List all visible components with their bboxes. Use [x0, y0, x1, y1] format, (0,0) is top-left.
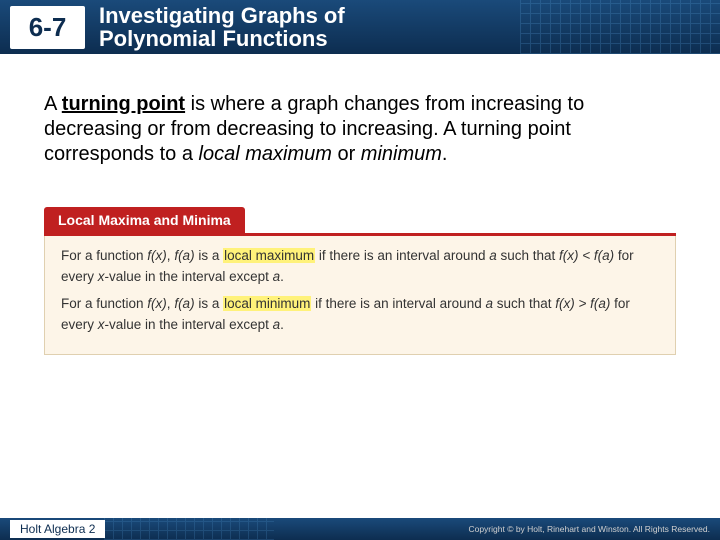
t: -value in the interval except — [105, 317, 273, 332]
fx: f(x) — [147, 296, 167, 311]
title-line-2: Polynomial Functions — [99, 26, 328, 51]
t: such that — [497, 248, 559, 263]
main-paragraph: A turning point is where a graph changes… — [44, 92, 676, 167]
t: -value in the interval except — [105, 269, 273, 284]
definition-line-2: For a function f(x), f(a) is a local min… — [61, 294, 659, 336]
ineq: f(x) > f(a) — [555, 296, 610, 311]
hl-local-minimum: local minimum — [223, 296, 311, 311]
t: . — [280, 317, 284, 332]
definition-tab: Local Maxima and Minima — [44, 207, 245, 233]
var-a: a — [485, 296, 493, 311]
fx: f(x) — [147, 248, 167, 263]
t: if there is an interval around — [315, 248, 489, 263]
definition-content: For a function f(x), f(a) is a local max… — [44, 236, 676, 355]
ital-local-max: local maximum — [199, 143, 332, 165]
definition-line-1: For a function f(x), f(a) is a local max… — [61, 246, 659, 288]
xv: x — [98, 317, 105, 332]
definition-box: Local Maxima and Minima For a function f… — [44, 207, 676, 355]
term-turning-point: turning point — [62, 93, 185, 115]
t: . — [280, 269, 284, 284]
header-grid-pattern — [520, 0, 720, 54]
p-or: or — [332, 143, 361, 165]
header-bar: 6-7 Investigating Graphs of Polynomial F… — [0, 0, 720, 54]
t: is a — [195, 296, 224, 311]
xv: x — [98, 269, 105, 284]
footer-book-title: Holt Algebra 2 — [10, 520, 105, 538]
var-a: a — [489, 248, 497, 263]
t: if there is an interval around — [311, 296, 485, 311]
lesson-title: Investigating Graphs of Polynomial Funct… — [99, 4, 345, 50]
t: For a function — [61, 296, 147, 311]
footer-bar: Holt Algebra 2 Copyright © by Holt, Rine… — [0, 518, 720, 540]
lesson-number-badge: 6-7 — [10, 6, 85, 49]
var-a: a — [273, 317, 281, 332]
t: is a — [195, 248, 224, 263]
t: For a function — [61, 248, 147, 263]
ital-minimum: minimum — [361, 143, 442, 165]
t: such that — [493, 296, 555, 311]
ineq: f(x) < f(a) — [559, 248, 614, 263]
fa: f(a) — [174, 248, 194, 263]
hl-local-maximum: local maximum — [223, 248, 315, 263]
var-a: a — [273, 269, 281, 284]
title-line-1: Investigating Graphs of — [99, 3, 345, 28]
p-end: . — [442, 143, 448, 165]
fa: f(a) — [174, 296, 194, 311]
footer-copyright: Copyright © by Holt, Rinehart and Winsto… — [468, 524, 710, 534]
footer-grid-pattern — [104, 518, 274, 540]
p-pre: A — [44, 93, 62, 115]
